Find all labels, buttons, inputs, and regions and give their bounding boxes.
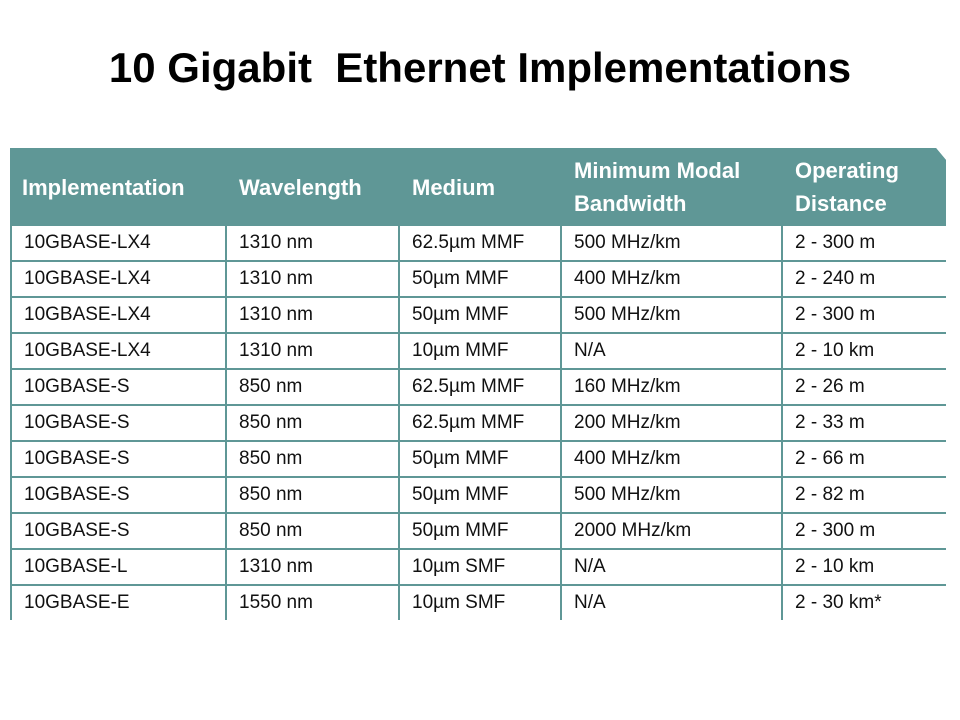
cell-bandwidth: N/A: [562, 550, 783, 586]
table-row: 10GBASE-E 1550 nm 10µm SMF N/A 2 - 30 km…: [10, 586, 946, 620]
cell-distance: 2 - 240 m: [783, 262, 946, 298]
cell-implementation: 10GBASE-L: [10, 550, 227, 586]
cell-bandwidth: 160 MHz/km: [562, 370, 783, 406]
cell-distance: 2 - 10 km: [783, 550, 946, 586]
table-row: 10GBASE-LX4 1310 nm 10µm MMF N/A 2 - 10 …: [10, 334, 946, 370]
cell-bandwidth: 500 MHz/km: [562, 298, 783, 334]
cell-wavelength: 850 nm: [227, 514, 400, 550]
header-row: Implementation Wavelength Medium Minimum…: [10, 148, 946, 226]
cell-wavelength: 1550 nm: [227, 586, 400, 620]
implementations-table-container: Implementation Wavelength Medium Minimum…: [10, 148, 946, 620]
cell-medium: 50µm MMF: [400, 298, 562, 334]
cell-medium: 10µm MMF: [400, 334, 562, 370]
table-header: Implementation Wavelength Medium Minimum…: [10, 148, 946, 226]
cell-distance: 2 - 33 m: [783, 406, 946, 442]
cell-wavelength: 850 nm: [227, 370, 400, 406]
cell-medium: 10µm SMF: [400, 550, 562, 586]
cell-wavelength: 1310 nm: [227, 226, 400, 262]
column-header-wavelength: Wavelength: [227, 148, 400, 226]
cell-bandwidth: 2000 MHz/km: [562, 514, 783, 550]
cell-distance: 2 - 300 m: [783, 226, 946, 262]
cell-wavelength: 1310 nm: [227, 550, 400, 586]
cell-implementation: 10GBASE-S: [10, 406, 227, 442]
cell-wavelength: 850 nm: [227, 478, 400, 514]
cell-bandwidth: 400 MHz/km: [562, 442, 783, 478]
cell-medium: 50µm MMF: [400, 442, 562, 478]
cell-bandwidth: 500 MHz/km: [562, 226, 783, 262]
cell-distance: 2 - 10 km: [783, 334, 946, 370]
cell-bandwidth: 200 MHz/km: [562, 406, 783, 442]
cell-implementation: 10GBASE-LX4: [10, 298, 227, 334]
table-row: 10GBASE-S 850 nm 50µm MMF 400 MHz/km 2 -…: [10, 442, 946, 478]
table-row: 10GBASE-L 1310 nm 10µm SMF N/A 2 - 10 km: [10, 550, 946, 586]
cell-implementation: 10GBASE-E: [10, 586, 227, 620]
implementations-table: Implementation Wavelength Medium Minimum…: [10, 148, 946, 620]
cell-distance: 2 - 30 km*: [783, 586, 946, 620]
cell-implementation: 10GBASE-S: [10, 514, 227, 550]
cell-implementation: 10GBASE-S: [10, 442, 227, 478]
cell-bandwidth: N/A: [562, 334, 783, 370]
table-row: 10GBASE-LX4 1310 nm 50µm MMF 500 MHz/km …: [10, 298, 946, 334]
column-header-medium: Medium: [400, 148, 562, 226]
cell-distance: 2 - 300 m: [783, 298, 946, 334]
cell-medium: 50µm MMF: [400, 514, 562, 550]
cell-medium: 62.5µm MMF: [400, 226, 562, 262]
cell-implementation: 10GBASE-LX4: [10, 262, 227, 298]
cell-wavelength: 850 nm: [227, 406, 400, 442]
cell-distance: 2 - 82 m: [783, 478, 946, 514]
table-row: 10GBASE-S 850 nm 50µm MMF 2000 MHz/km 2 …: [10, 514, 946, 550]
cell-wavelength: 1310 nm: [227, 262, 400, 298]
cell-distance: 2 - 26 m: [783, 370, 946, 406]
cell-wavelength: 1310 nm: [227, 298, 400, 334]
table-row: 10GBASE-LX4 1310 nm 62.5µm MMF 500 MHz/k…: [10, 226, 946, 262]
cell-implementation: 10GBASE-S: [10, 370, 227, 406]
cell-distance: 2 - 300 m: [783, 514, 946, 550]
table-body: 10GBASE-LX4 1310 nm 62.5µm MMF 500 MHz/k…: [10, 226, 946, 620]
column-header-operating-distance: Operating Distance: [783, 148, 946, 226]
cell-bandwidth: N/A: [562, 586, 783, 620]
column-header-implementation: Implementation: [10, 148, 227, 226]
cell-bandwidth: 500 MHz/km: [562, 478, 783, 514]
cell-distance: 2 - 66 m: [783, 442, 946, 478]
cell-medium: 62.5µm MMF: [400, 406, 562, 442]
cell-wavelength: 1310 nm: [227, 334, 400, 370]
cell-implementation: 10GBASE-S: [10, 478, 227, 514]
cell-medium: 62.5µm MMF: [400, 370, 562, 406]
cell-medium: 50µm MMF: [400, 478, 562, 514]
cell-medium: 10µm SMF: [400, 586, 562, 620]
table-row: 10GBASE-S 850 nm 50µm MMF 500 MHz/km 2 -…: [10, 478, 946, 514]
page-title: 10 Gigabit Ethernet Implementations: [108, 44, 852, 91]
cell-bandwidth: 400 MHz/km: [562, 262, 783, 298]
column-header-minimum-modal-bandwidth: Minimum Modal Bandwidth: [562, 148, 783, 226]
table-row: 10GBASE-S 850 nm 62.5µm MMF 200 MHz/km 2…: [10, 406, 946, 442]
table-row: 10GBASE-LX4 1310 nm 50µm MMF 400 MHz/km …: [10, 262, 946, 298]
table-row: 10GBASE-S 850 nm 62.5µm MMF 160 MHz/km 2…: [10, 370, 946, 406]
cell-medium: 50µm MMF: [400, 262, 562, 298]
cell-implementation: 10GBASE-LX4: [10, 334, 227, 370]
cell-wavelength: 850 nm: [227, 442, 400, 478]
cell-implementation: 10GBASE-LX4: [10, 226, 227, 262]
